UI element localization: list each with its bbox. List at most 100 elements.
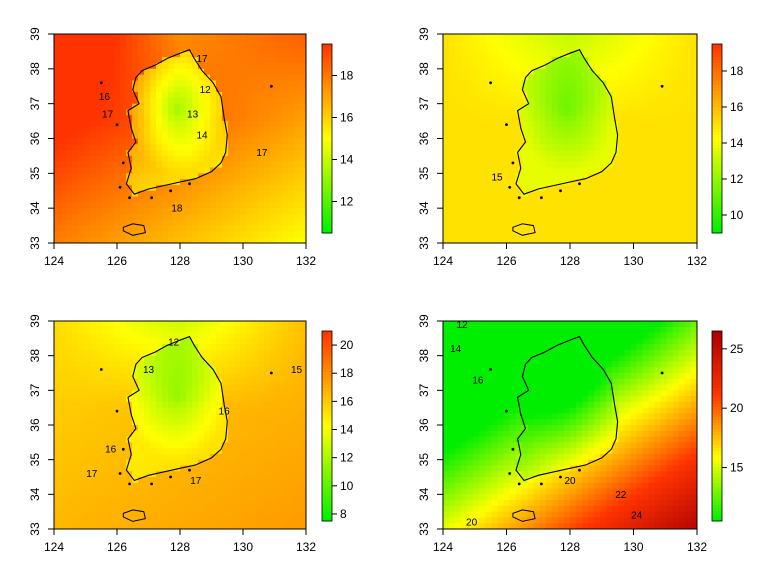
heatmap-cell xyxy=(479,196,486,203)
heatmap-cell xyxy=(636,144,644,151)
heatmap-cell xyxy=(545,155,553,163)
heatmap-cell xyxy=(533,202,541,209)
heatmap-cell xyxy=(192,167,199,174)
y-tick-label: 37 xyxy=(28,97,42,111)
heatmap-cell xyxy=(276,326,283,334)
heatmap-cell xyxy=(216,237,223,243)
heatmap-cell xyxy=(60,138,67,145)
heatmap-cell xyxy=(624,74,632,82)
colorbar-step xyxy=(322,144,332,149)
heatmap-cell xyxy=(216,373,223,380)
heatmap-cell xyxy=(192,184,199,192)
heatmap-cell xyxy=(600,63,607,70)
heatmap-cell xyxy=(156,459,163,467)
heatmap-cell xyxy=(246,68,253,76)
heatmap-cell xyxy=(443,184,450,192)
heatmap-cell xyxy=(240,436,247,443)
heatmap-cell xyxy=(258,74,265,82)
heatmap-cell xyxy=(174,436,181,443)
heatmap-cell xyxy=(300,155,306,163)
heatmap-cell xyxy=(630,138,638,145)
heatmap-cell xyxy=(300,231,306,238)
heatmap-cell xyxy=(174,126,181,134)
heatmap-cell xyxy=(186,471,193,478)
heatmap-cell xyxy=(282,173,289,180)
heatmap-cell xyxy=(276,378,283,386)
heatmap-cell xyxy=(192,231,199,238)
heatmap-cell xyxy=(527,132,535,140)
heatmap-cell xyxy=(246,413,253,420)
heatmap-cell xyxy=(443,179,450,186)
heatmap-cell xyxy=(234,225,241,232)
heatmap-cell xyxy=(588,213,595,221)
heatmap-cell xyxy=(210,523,217,529)
heatmap-cell xyxy=(509,161,517,169)
heatmap-cell xyxy=(90,225,97,232)
heatmap-cell xyxy=(473,109,480,116)
heatmap-cell xyxy=(551,109,559,116)
heatmap-cell xyxy=(276,517,283,524)
heatmap-cell xyxy=(204,57,211,64)
heatmap-cell xyxy=(222,361,229,368)
heatmap-cell xyxy=(666,150,674,157)
heatmap-cell xyxy=(521,63,529,70)
heatmap-cell xyxy=(204,225,211,232)
heatmap-cell xyxy=(228,355,235,363)
heatmap-cell xyxy=(222,430,229,438)
heatmap-cell xyxy=(132,219,139,227)
heatmap-cell xyxy=(246,349,253,357)
heatmap-cell xyxy=(509,115,517,122)
heatmap-cell xyxy=(660,161,668,169)
heatmap-cell xyxy=(150,80,157,87)
heatmap-cell xyxy=(485,86,492,93)
heatmap-cell xyxy=(90,51,97,58)
heatmap-cell xyxy=(102,57,109,64)
heatmap-cell xyxy=(144,413,151,420)
heatmap-cell xyxy=(234,237,241,243)
heatmap-cell xyxy=(174,231,181,238)
heatmap-cell xyxy=(60,219,67,227)
heatmap-cell xyxy=(60,103,67,111)
heatmap-cell xyxy=(198,338,205,345)
heatmap-cell xyxy=(294,68,301,76)
heatmap-cell xyxy=(180,384,187,391)
heatmap-cell xyxy=(678,121,686,128)
heatmap-cell xyxy=(78,459,85,467)
heatmap-cell xyxy=(282,494,289,501)
heatmap-cell xyxy=(156,442,163,449)
heatmap-cell xyxy=(479,63,486,70)
heatmap-cell xyxy=(222,45,229,53)
heatmap-cell xyxy=(126,326,133,334)
heatmap-cell xyxy=(467,144,474,151)
heatmap-cell xyxy=(252,115,259,122)
heatmap-cell xyxy=(612,173,619,180)
heatmap-cell xyxy=(684,80,692,87)
heatmap-cell xyxy=(228,115,235,122)
heatmap-cell xyxy=(264,155,271,163)
heatmap-cell xyxy=(138,523,145,529)
heatmap-cell xyxy=(222,453,229,461)
heatmap-cell xyxy=(216,453,223,461)
heatmap-cell xyxy=(515,321,523,328)
heatmap-cell xyxy=(168,190,175,198)
heatmap-cell xyxy=(108,367,115,374)
heatmap-cell xyxy=(606,63,613,70)
heatmap-cell xyxy=(204,355,211,363)
heatmap-cell xyxy=(150,57,157,64)
heatmap-cell xyxy=(461,184,468,192)
heatmap-cell xyxy=(258,465,265,472)
heatmap-cell xyxy=(66,355,73,363)
heatmap-cell xyxy=(222,97,229,105)
heatmap-cell xyxy=(582,150,589,157)
heatmap-cell xyxy=(467,68,474,76)
heatmap-cell xyxy=(461,39,468,47)
heatmap-cell xyxy=(192,225,199,232)
heatmap-cell xyxy=(294,86,301,93)
heatmap-cell xyxy=(132,500,139,507)
colorbar-step xyxy=(712,66,722,70)
heatmap-cell xyxy=(234,219,241,227)
heatmap-cell xyxy=(660,219,668,227)
heatmap-cell xyxy=(545,57,553,64)
heatmap-cell xyxy=(648,39,656,47)
